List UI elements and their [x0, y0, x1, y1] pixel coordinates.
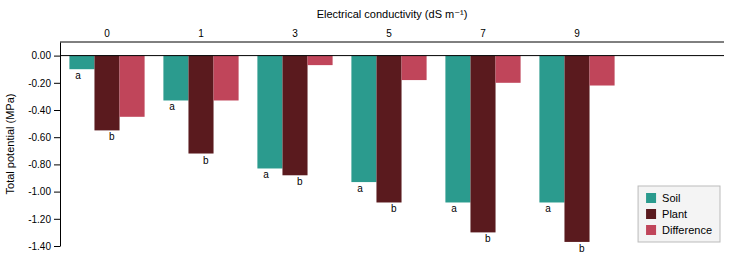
x-tick-label: 3	[292, 28, 298, 39]
y-tick: -0.80	[28, 159, 60, 170]
x-tick: 9	[574, 28, 580, 42]
bars	[69, 56, 614, 242]
x-tick: 0	[104, 28, 110, 42]
annotation: b	[485, 233, 491, 244]
y-tick: -0.40	[28, 105, 60, 116]
y-tick: -0.20	[28, 78, 60, 89]
legend-box	[638, 186, 720, 242]
legend-label: Difference	[662, 224, 712, 236]
y-tick: -1.40	[28, 241, 60, 252]
y-tick-mark	[54, 56, 60, 57]
y-tick: 0.00	[32, 50, 60, 61]
annotation: b	[391, 203, 397, 214]
legend-swatch	[646, 209, 656, 219]
annotation: b	[297, 176, 303, 187]
x-tick: 3	[292, 28, 298, 42]
x-tick-label: 1	[198, 28, 204, 39]
y-tick-label: 0.00	[32, 50, 52, 61]
y-tick-label: -1.00	[28, 186, 51, 197]
x-axis-line	[60, 42, 724, 43]
legend-swatch	[646, 193, 656, 203]
legend: Soil Plant Difference	[638, 186, 720, 242]
zero-line	[60, 55, 724, 56]
x-tick: 1	[198, 28, 204, 42]
y-tick-label: -0.80	[28, 159, 51, 170]
legend-label: Plant	[662, 208, 687, 220]
legend-label: Soil	[662, 192, 680, 204]
y-tick-mark	[54, 83, 60, 84]
x-tick-label: 9	[574, 28, 580, 39]
bar	[282, 56, 307, 176]
y-tick: -1.00	[28, 186, 60, 197]
annotations: a b a b a b a b a b a b	[75, 70, 585, 254]
annotation: a	[357, 183, 363, 194]
annotation: a	[451, 203, 457, 214]
x-tick-label: 5	[386, 28, 392, 39]
bar	[539, 56, 564, 203]
annotation: b	[579, 243, 585, 254]
bar	[120, 56, 145, 117]
bar-series	[120, 56, 615, 117]
bar	[590, 56, 615, 86]
bar	[188, 56, 213, 154]
bar	[470, 56, 495, 233]
annotation: a	[75, 70, 81, 81]
y-tick-mark	[54, 192, 60, 193]
bar	[163, 56, 188, 101]
legend-swatch	[646, 225, 656, 235]
annotation: a	[263, 169, 269, 180]
x-tick: 7	[480, 28, 486, 42]
y-tick-label: -1.20	[28, 214, 51, 225]
y-axis: 0.00 -0.20 -0.40 -0.60 -0.80 -1.00 -1.20 -1.40	[28, 43, 60, 252]
y-axis-title: Total potential (MPa)	[4, 94, 16, 195]
bar	[69, 56, 94, 70]
bar	[496, 56, 521, 83]
legend-item: Difference	[646, 224, 712, 236]
y-tick-mark	[54, 164, 60, 165]
bar	[351, 56, 376, 182]
y-tick-label: -1.40	[28, 241, 51, 252]
y-tick-label: -0.40	[28, 105, 51, 116]
y-tick-label: -0.60	[28, 132, 51, 143]
x-axis: 0 1 3 5 7 9	[60, 28, 724, 42]
bar	[308, 56, 333, 66]
bar	[402, 56, 427, 80]
y-tick-mark	[54, 246, 60, 247]
y-tick: -0.60	[28, 132, 60, 143]
x-tick: 5	[386, 28, 392, 42]
annotation: b	[203, 155, 209, 166]
x-axis-title: Electrical conductivity (dS m⁻¹)	[317, 8, 468, 20]
y-axis-line	[60, 43, 61, 247]
bar	[257, 56, 282, 169]
x-tick-label: 0	[104, 28, 110, 39]
legend-item: Soil	[646, 192, 680, 204]
y-tick-label: -0.20	[28, 78, 51, 89]
bar	[445, 56, 470, 203]
annotation: b	[109, 131, 115, 142]
plot: 0.00-0.20-0.40-0.60-0.80-1.00-1.20-1.400…	[4, 8, 724, 254]
x-tick-label: 7	[480, 28, 486, 39]
legend-item: Plant	[646, 208, 687, 220]
bar	[94, 56, 119, 131]
bar	[564, 56, 589, 242]
y-tick-mark	[54, 219, 60, 220]
chart: 0.00-0.20-0.40-0.60-0.80-1.00-1.20-1.400…	[0, 0, 734, 260]
annotation: a	[545, 203, 551, 214]
y-tick-mark	[54, 110, 60, 111]
y-tick-mark	[54, 137, 60, 138]
bar-series	[94, 56, 589, 242]
bar	[376, 56, 401, 203]
bar	[214, 56, 239, 101]
annotation: a	[169, 101, 175, 112]
y-tick: -1.20	[28, 214, 60, 225]
